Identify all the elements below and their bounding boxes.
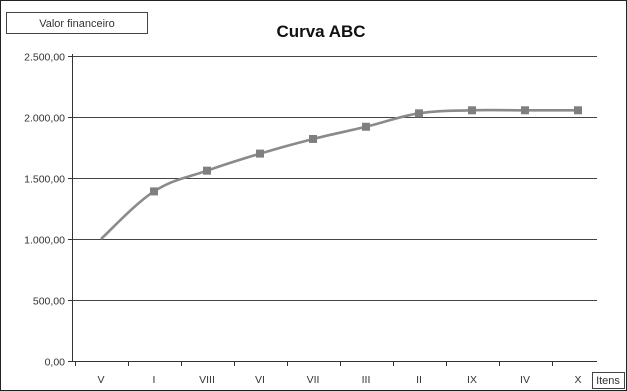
x-tick-label: IV (520, 374, 530, 386)
grid-layer (72, 56, 597, 301)
y-tick-label: 2.000,00 (24, 113, 65, 125)
x-tick-label: II (416, 374, 422, 386)
chart-title: Curva ABC (276, 22, 365, 41)
x-tick-label: VI (255, 374, 265, 386)
y-axis-label: Valor financeiro (39, 18, 115, 30)
series-layer (100, 106, 582, 240)
x-tick-label: V (97, 374, 104, 386)
x-tick-label: I (153, 374, 156, 386)
data-point (150, 187, 158, 196)
x-tick-label: VII (307, 374, 320, 386)
data-point (256, 149, 264, 158)
x-tick-label: III (362, 374, 371, 386)
x-tick-label: X (574, 374, 581, 386)
x-tick-label: IX (467, 374, 477, 386)
axis-layer: 0,00 500,00 1.000,00 1.500,00 2.000,00 2.500,… (24, 52, 597, 386)
data-point (415, 109, 423, 118)
y-tick-label: 1.500,00 (24, 174, 65, 186)
data-point (203, 166, 211, 175)
data-point (309, 134, 317, 143)
y-tick-label: 0,00 (45, 357, 66, 369)
y-tick-label: 500,00 (33, 296, 65, 308)
y-tick-label: 1.000,00 (24, 235, 65, 247)
series-line (100, 108, 578, 240)
data-point (362, 122, 370, 131)
xlabel-box (592, 372, 625, 389)
ylabel-box (6, 12, 148, 34)
y-tick-label: 2.500,00 (24, 52, 65, 64)
x-tick-label: VIII (199, 374, 215, 386)
data-point (574, 106, 582, 115)
x-axis-label: Itens (596, 375, 620, 387)
data-point (468, 106, 476, 115)
data-point (521, 106, 529, 115)
